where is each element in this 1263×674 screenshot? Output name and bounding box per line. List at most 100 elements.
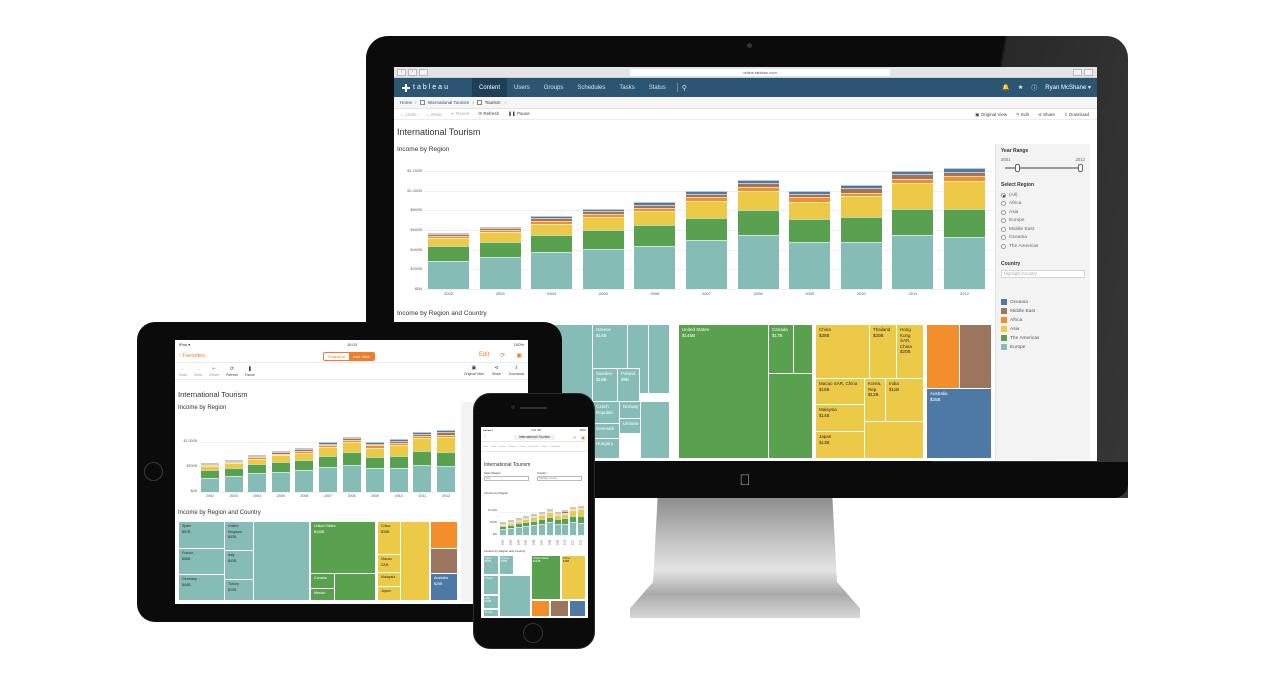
treemap-cell[interactable]: China $38B <box>377 521 401 555</box>
bar-segment-asia[interactable] <box>840 196 882 218</box>
bar-segment-oceania[interactable] <box>892 171 934 175</box>
treemap-cell[interactable]: China $38B <box>815 324 870 379</box>
bar-segment-europe[interactable] <box>892 235 934 289</box>
bar-segment-middle-east[interactable] <box>479 228 521 231</box>
region-option-middle-east[interactable]: Middle East <box>1001 225 1085 234</box>
bar-segment-oceania[interactable] <box>562 510 569 512</box>
bar-segment-oceania[interactable] <box>686 191 727 194</box>
breadcrumb-project[interactable]: International Tourism <box>427 100 470 105</box>
treemap-cell[interactable]: Denmark <box>592 423 620 439</box>
treemap-cell[interactable]: Australia $25B <box>430 573 458 601</box>
treemap-cell[interactable] <box>768 373 813 459</box>
bar-segment-europe[interactable] <box>319 467 337 492</box>
nav-status[interactable]: Status <box>648 84 666 91</box>
bar-segment-the-americas[interactable] <box>366 456 385 468</box>
bar-segment-oceania[interactable] <box>789 191 831 194</box>
bar-2008[interactable] <box>737 179 779 289</box>
bar-segment-the-americas[interactable] <box>201 470 219 478</box>
bar-segment-asia[interactable] <box>342 442 361 452</box>
edit-button[interactable]: ✎ Edit <box>1016 111 1029 117</box>
bar-2004[interactable] <box>531 216 573 289</box>
bar-segment-oceania[interactable] <box>389 439 408 441</box>
bar-segment-asia[interactable] <box>578 509 584 517</box>
bar-segment-asia[interactable] <box>944 180 985 210</box>
bar-segment-asia[interactable] <box>789 201 831 220</box>
bar-segment-asia[interactable] <box>686 201 727 218</box>
ipad-edit-button[interactable]: Edit <box>478 352 490 358</box>
view-mode-segmented-control[interactable]: Snapshot Live View <box>323 352 375 361</box>
bar-segment-asia[interactable] <box>892 182 934 209</box>
bar-segment-oceania[interactable] <box>201 463 219 465</box>
breadcrumb-home[interactable]: Home <box>400 100 413 105</box>
treemap-cell[interactable]: Korea, Rep. $12B <box>864 378 886 422</box>
bar-segment-middle-east[interactable] <box>737 182 779 187</box>
ipad-home-button[interactable] <box>144 462 163 481</box>
iphone-income-chart[interactable]: $0B $500B $1,000B 2002 2003 2004 2005 2006 2007 2… <box>481 497 588 547</box>
bar-2004[interactable] <box>248 454 267 492</box>
bar-segment-africa[interactable] <box>479 230 521 233</box>
bar-segment-africa[interactable] <box>944 176 985 181</box>
download-button[interactable]: ⇩ Download <box>1063 111 1089 117</box>
bar-segment-the-americas[interactable] <box>319 455 337 467</box>
bar-segment-asia[interactable] <box>737 190 779 211</box>
bar-segment-europe[interactable] <box>578 522 584 535</box>
bar-segment-europe[interactable] <box>570 522 577 535</box>
bar-segment-the-americas[interactable] <box>500 526 506 530</box>
bar-segment-the-americas[interactable] <box>224 468 243 476</box>
bar-segment-the-americas[interactable] <box>413 451 432 465</box>
iphone-region-dropdown[interactable]: (All) <box>484 476 529 481</box>
bar-segment-oceania[interactable] <box>224 460 243 462</box>
iphone-undo-button[interactable]: Undo <box>483 445 489 448</box>
bar-segment-middle-east[interactable] <box>248 455 267 458</box>
bar-segment-africa[interactable] <box>789 197 831 202</box>
bar-segment-europe[interactable] <box>366 468 385 492</box>
star-icon[interactable]: ★ <box>1017 85 1024 91</box>
url-bar[interactable]: online.tableau.com <box>630 69 890 76</box>
nav-schedules[interactable]: Schedules <box>577 84 606 91</box>
treemap-cell[interactable]: United States $145B <box>310 521 376 574</box>
bar-segment-africa[interactable] <box>562 512 569 514</box>
bar-segment-middle-east[interactable] <box>582 211 624 214</box>
bar-segment-oceania[interactable] <box>554 511 561 513</box>
bar-2010[interactable] <box>389 439 408 492</box>
bar-segment-asia[interactable] <box>413 438 432 452</box>
bar-segment-the-americas[interactable] <box>437 451 455 466</box>
bar-segment-oceania[interactable] <box>479 226 521 229</box>
bar-segment-africa[interactable] <box>271 453 290 456</box>
bar-2012[interactable] <box>437 430 455 492</box>
bar-segment-oceania[interactable] <box>582 208 624 212</box>
bar-segment-europe[interactable] <box>531 525 538 535</box>
bar-2011[interactable] <box>892 171 934 289</box>
bar-segment-africa[interactable] <box>295 451 314 453</box>
bar-segment-middle-east[interactable] <box>570 507 577 510</box>
bar-segment-oceania[interactable] <box>319 442 337 444</box>
bar-segment-middle-east[interactable] <box>539 512 545 514</box>
bar-segment-europe[interactable] <box>944 236 985 289</box>
bar-segment-oceania[interactable] <box>578 506 584 508</box>
region-option-africa[interactable]: Africa <box>1001 200 1085 209</box>
bar-segment-the-americas[interactable] <box>582 230 624 250</box>
bar-segment-middle-east[interactable] <box>366 443 385 446</box>
bar-segment-middle-east[interactable] <box>389 440 408 443</box>
bar-segment-europe[interactable] <box>582 249 624 289</box>
bar-segment-the-americas[interactable] <box>342 452 361 465</box>
iphone-fullscreen-icon[interactable]: ▣ <box>581 434 585 440</box>
treemap-cell[interactable]: France $56B <box>178 548 225 575</box>
live-view-tab[interactable]: Live View <box>348 353 374 360</box>
iphone-region-filter[interactable]: Select Region (All) <box>484 472 529 481</box>
treemap-cell[interactable]: Australia $25B <box>926 388 992 459</box>
bar-2007[interactable] <box>539 511 545 535</box>
iphone-download-button[interactable]: Download <box>550 445 561 448</box>
treemap-cell[interactable] <box>648 324 670 394</box>
bar-segment-europe[interactable] <box>840 241 882 289</box>
iphone-refresh-icon[interactable]: ⟳ <box>572 434 577 440</box>
treemap-cell[interactable] <box>640 401 670 459</box>
treemap-cell[interactable]: Macao SAR, China $18B <box>815 378 865 405</box>
bar-2002[interactable] <box>500 521 506 535</box>
favorites-back-button[interactable]: ‹ Favorites <box>179 352 205 359</box>
treemap-cell[interactable] <box>793 324 813 374</box>
iphone-country-filter[interactable]: Country Highlight Country <box>537 472 582 481</box>
bar-segment-the-americas[interactable] <box>840 217 882 242</box>
region-option-all[interactable]: (All) <box>1001 191 1085 200</box>
bar-segment-middle-east[interactable] <box>507 521 514 523</box>
